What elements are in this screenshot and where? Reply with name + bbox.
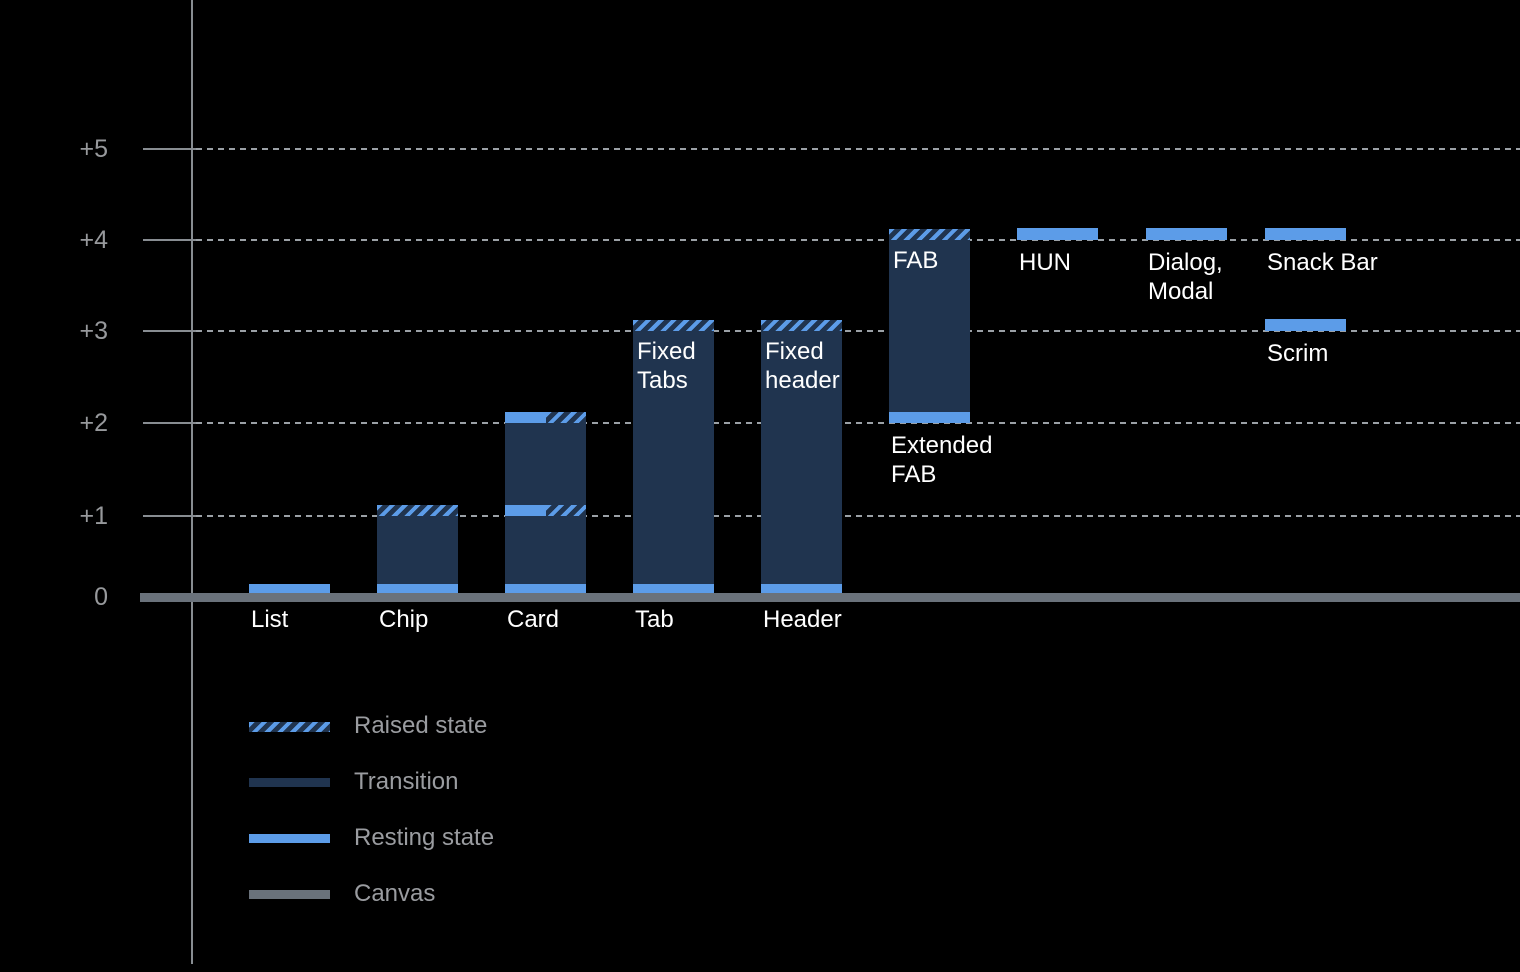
bar-below-label-dialog-modal: Dialog, Modal <box>1148 248 1223 306</box>
y-tick-3 <box>143 330 196 332</box>
y-axis-label-0: 0 <box>94 583 108 611</box>
gridline-2 <box>196 422 1520 424</box>
y-tick-5 <box>143 148 196 150</box>
fab-segment-raised <box>889 229 970 240</box>
legend-swatch-raised <box>249 722 330 732</box>
gridline-4 <box>196 239 1520 241</box>
card-resting-half <box>505 411 546 423</box>
legend-label-canvas: Canvas <box>354 880 436 907</box>
legend-swatch-resting <box>249 834 330 843</box>
card-segment-transition <box>505 423 586 505</box>
list-segment-resting <box>249 583 330 593</box>
legend-label-transition: Transition <box>354 768 459 795</box>
y-axis-label-2: +2 <box>79 409 108 437</box>
legend-swatch-transition <box>249 778 330 787</box>
header-segment-raised <box>761 320 842 331</box>
bar-label-card: Card <box>507 606 560 633</box>
scrim-segment-resting <box>1265 319 1346 331</box>
bar-inner-label-tab-line2: Tabs <box>637 367 688 394</box>
bar-label-chip: Chip <box>379 606 429 633</box>
y-axis-label-4: +4 <box>79 226 108 254</box>
y-tick-1 <box>143 515 196 517</box>
bar-label-list: List <box>251 606 289 633</box>
fab-segment-resting <box>889 411 970 423</box>
dialog-modal-segment-resting <box>1146 228 1227 240</box>
bar-inner-label-tab: Fixed Tabs <box>637 337 696 395</box>
bar-below-label-snack-bar: Snack Bar <box>1267 248 1378 277</box>
gridline-5 <box>196 148 1520 150</box>
bar-inner-label-tab-line1: Fixed <box>637 338 696 365</box>
bar-inner-label-header-line1: Fixed <box>765 338 824 365</box>
y-axis-label-1: +1 <box>79 502 108 530</box>
bar-label-header: Header <box>763 606 842 633</box>
chip-segment-transition <box>377 516 458 584</box>
bar-below-label-hun-line1: HUN <box>1019 249 1071 276</box>
y-axis-line <box>191 0 193 964</box>
bar-below-label-dialog-modal-line1: Dialog, <box>1148 249 1223 276</box>
tab-segment-resting <box>633 583 714 593</box>
y-tick-2 <box>143 422 196 424</box>
bar-inner-label-header: Fixed header <box>765 337 840 395</box>
fab-segment-transition <box>889 240 970 412</box>
hun-segment-resting <box>1017 228 1098 240</box>
bar-below-label-dialog-modal-line2: Modal <box>1148 278 1214 305</box>
bar-below-label-hun: HUN <box>1019 248 1071 277</box>
bar-below-label-scrim: Scrim <box>1267 339 1328 368</box>
y-axis-label-5: +5 <box>79 135 108 163</box>
bar-below-label-snack-bar-line1: Snack Bar <box>1267 249 1378 276</box>
legend-label-resting: Resting state <box>354 824 495 851</box>
bar-below-label-fab-line2: FAB <box>891 461 937 488</box>
gridline-3 <box>196 330 1520 332</box>
card-segment-resting-raised <box>505 504 586 516</box>
card-raised-half <box>545 411 586 423</box>
card-resting-half <box>505 504 546 516</box>
card-segment-resting-raised <box>505 411 586 423</box>
canvas-baseline <box>140 593 1520 602</box>
header-segment-resting <box>761 583 842 593</box>
tab-segment-raised <box>633 320 714 331</box>
gridline-1 <box>196 515 1520 517</box>
bar-inner-label-fab: FAB <box>893 246 938 275</box>
bar-inner-label-header-line2: header <box>765 367 840 394</box>
card-raised-half <box>545 504 586 516</box>
chip-segment-resting <box>377 583 458 593</box>
bar-below-label-scrim-line1: Scrim <box>1267 340 1329 367</box>
card-segment-resting <box>505 583 586 593</box>
bar-below-label-fab-line1: Extended <box>891 432 993 459</box>
legend-label-raised: Raised state <box>354 712 488 739</box>
bar-label-tab: Tab <box>635 606 674 633</box>
bar-below-label-fab: Extended FAB <box>891 431 992 489</box>
header-segment-transition <box>761 331 842 584</box>
snack-bar-segment-resting <box>1265 228 1346 240</box>
y-axis-label-3: +3 <box>79 317 108 345</box>
bar-inner-label-fab-line1: FAB <box>893 247 939 274</box>
tab-segment-transition <box>633 331 714 584</box>
legend-swatch-canvas <box>249 890 330 899</box>
card-segment-transition <box>505 516 586 584</box>
chip-segment-raised <box>377 504 458 516</box>
y-tick-4 <box>143 239 196 241</box>
